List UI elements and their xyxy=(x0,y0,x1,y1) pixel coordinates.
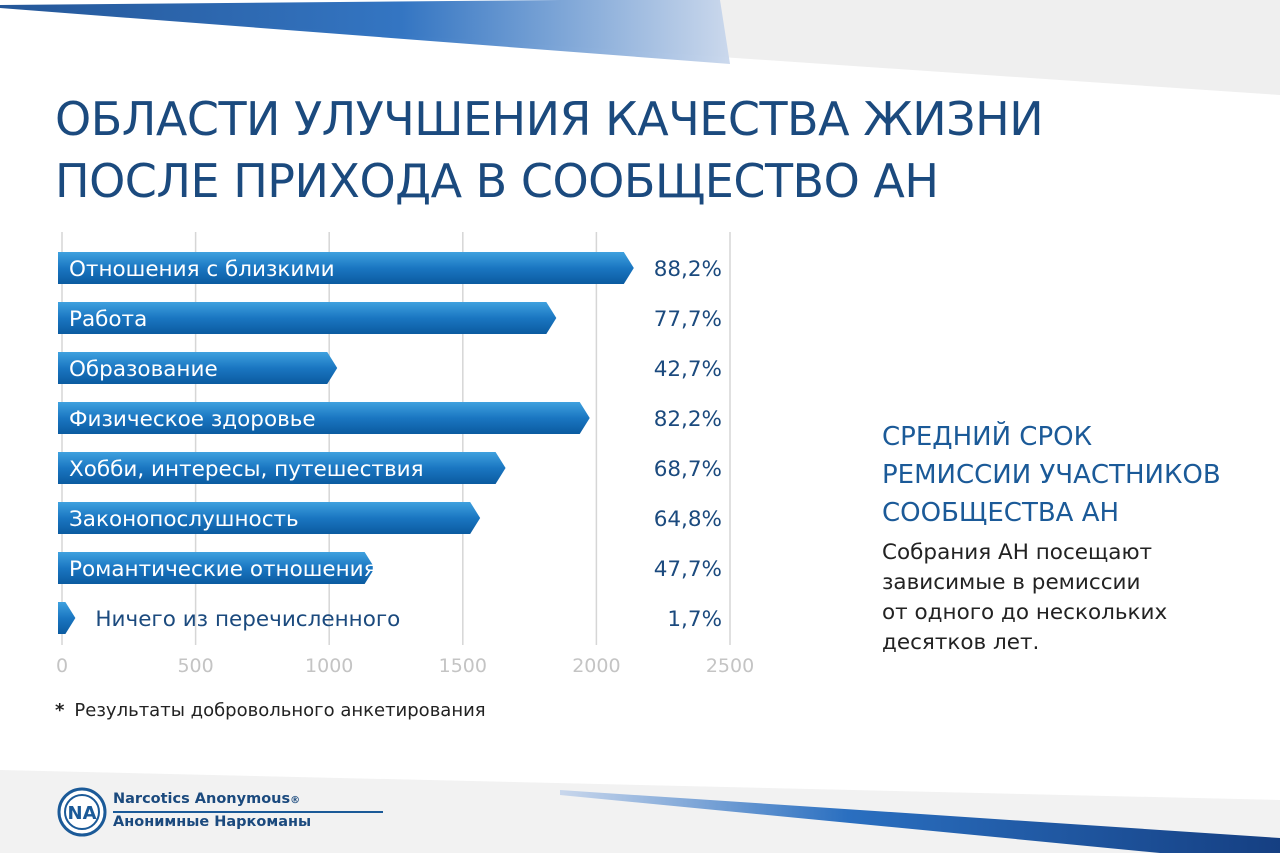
na-logo-icon: NA xyxy=(57,787,107,837)
bar xyxy=(58,502,481,534)
bar xyxy=(58,352,338,384)
bar xyxy=(58,402,590,434)
side-title-line-3: СООБЩЕСТВА АН xyxy=(882,498,1120,528)
logo-name-en-text: Narcotics Anonymous xyxy=(113,791,291,807)
title-line-1: ОБЛАСТИ УЛУЧШЕНИЯ КАЧЕСТВА ЖИЗНИ xyxy=(55,92,1044,146)
bar-category-label: Физическое здоровье xyxy=(69,407,316,432)
bar-category-label: Образование xyxy=(69,357,218,382)
na-logo: NA Narcotics Anonymous® Анонимные Нарком… xyxy=(57,787,383,837)
bar xyxy=(58,452,506,484)
logo-divider xyxy=(113,811,383,813)
side-panel-title: СРЕДНИЙ СРОК РЕМИССИИ УЧАСТНИКОВ СООБЩЕС… xyxy=(882,418,1221,532)
bar-category-label: Работа xyxy=(69,307,147,332)
title-line-2: ПОСЛЕ ПРИХОДА В СООБЩЕСТВО АН xyxy=(55,154,939,208)
bar xyxy=(58,602,76,634)
bar-value-label: 77,7% xyxy=(654,307,722,332)
bar-value-label: 68,7% xyxy=(654,457,722,482)
side-title-line-1: СРЕДНИЙ СРОК xyxy=(882,422,1093,452)
side-panel-text: Собрания АН посещают зависимые в ремисси… xyxy=(882,538,1167,658)
logo-name-en: Narcotics Anonymous® xyxy=(113,791,300,807)
x-tick-label: 2500 xyxy=(706,655,754,677)
bar-category-label: Романтические отношения xyxy=(69,557,377,582)
x-tick-label: 0 xyxy=(56,655,68,677)
logo-mark-text: NA xyxy=(68,803,97,824)
bar-value-label: 1,7% xyxy=(667,607,722,632)
page-title: ОБЛАСТИ УЛУЧШЕНИЯ КАЧЕСТВА ЖИЗНИ ПОСЛЕ П… xyxy=(55,88,1044,212)
side-title-line-2: РЕМИССИИ УЧАСТНИКОВ xyxy=(882,460,1221,490)
chart-bars xyxy=(58,252,634,634)
bar-value-label: 42,7% xyxy=(654,357,722,382)
bar xyxy=(58,252,634,284)
side-text-line-4: десятков лет. xyxy=(882,630,1040,655)
footnote-star: * xyxy=(55,700,65,721)
side-text-line-3: от одного до нескольких xyxy=(882,600,1168,625)
bar-category-label: Законопослушность xyxy=(69,507,299,532)
bar-value-label: 88,2% xyxy=(654,257,722,282)
footnote-text: Результаты добровольного анкетирования xyxy=(74,700,486,721)
bar xyxy=(58,302,557,334)
x-tick-label: 2000 xyxy=(572,655,620,677)
chart-labels: Отношения с близкими 88,2% Работа 77,7% Обра… xyxy=(69,257,722,632)
bar-value-label: 64,8% xyxy=(654,507,722,532)
x-tick-label: 500 xyxy=(177,655,213,677)
bar-category-label: Ничего из перечисленного xyxy=(95,607,400,632)
x-tick-label: 1500 xyxy=(439,655,487,677)
bar xyxy=(58,552,375,584)
bar-value-label: 82,2% xyxy=(654,407,722,432)
chart-x-ticks: 0 500 1000 1500 2000 2500 xyxy=(56,655,754,677)
footnote: * Результаты добровольного анкетирования xyxy=(55,700,486,721)
side-text-line-2: зависимые в ремиссии xyxy=(882,570,1141,595)
side-text-line-1: Собрания АН посещают xyxy=(882,540,1153,565)
x-tick-label: 1000 xyxy=(305,655,353,677)
registered-mark: ® xyxy=(290,795,301,806)
bar-category-label: Хобби, интересы, путешествия xyxy=(69,457,424,482)
bar-category-label: Отношения с близкими xyxy=(69,257,335,282)
bar-value-label: 47,7% xyxy=(654,557,722,582)
logo-name-ru: Анонимные Наркоманы xyxy=(113,814,312,830)
